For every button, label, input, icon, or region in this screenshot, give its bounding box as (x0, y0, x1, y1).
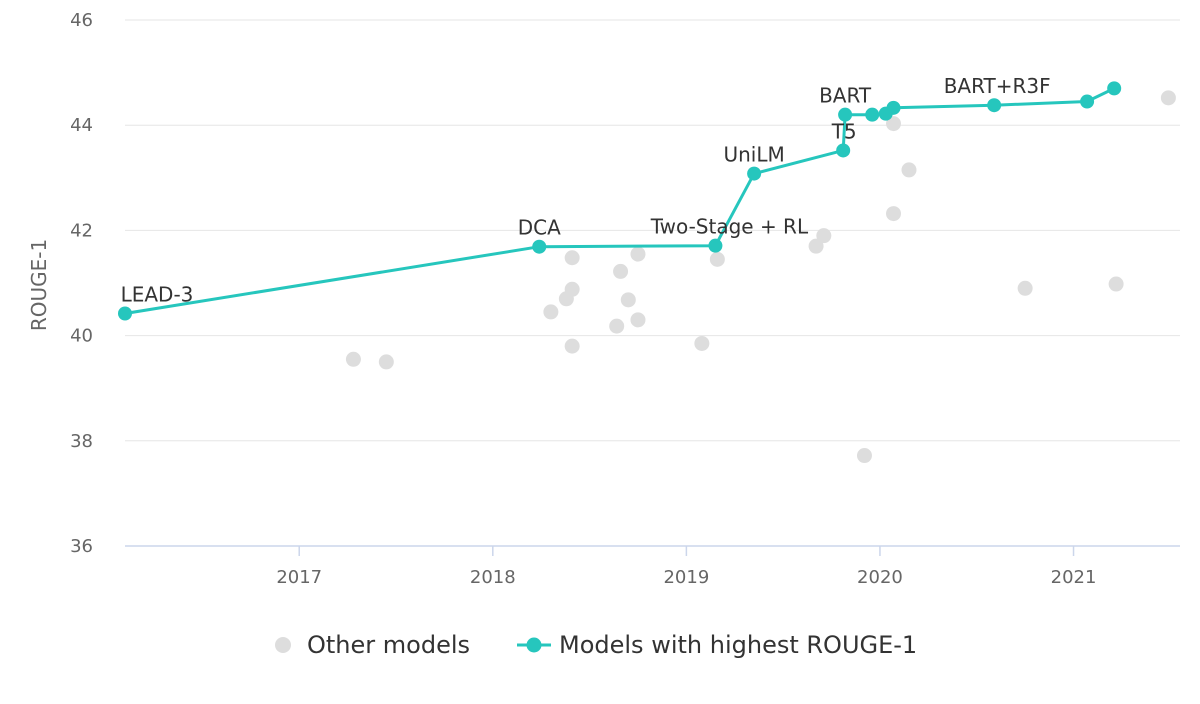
y-tick-label: 46 (70, 10, 93, 31)
other-model-point[interactable] (1017, 280, 1033, 296)
legend-label-other-models: Other models (307, 631, 470, 659)
best-model-point[interactable] (838, 107, 853, 122)
best-model-point[interactable] (532, 239, 547, 254)
best-model-point[interactable] (708, 238, 723, 253)
y-tick-label: 36 (70, 536, 93, 557)
point-label: BART (819, 84, 872, 108)
other-model-point[interactable] (1108, 276, 1124, 292)
other-model-point[interactable] (886, 206, 902, 222)
x-tick-label: 2021 (1051, 567, 1097, 588)
other-model-point[interactable] (856, 448, 872, 464)
other-model-point[interactable] (613, 263, 629, 279)
best-model-point[interactable] (987, 98, 1002, 113)
point-labels-layer: LEAD-3 DCA Two-Stage + RL UniLM T5 BART BART+R… (121, 74, 1051, 306)
other-model-point[interactable] (564, 250, 580, 266)
y-axis-title: ROUGE-1 (27, 239, 51, 331)
other-models-layer (345, 90, 1176, 464)
best-model-point[interactable] (886, 100, 901, 115)
other-model-point[interactable] (901, 162, 917, 178)
other-model-point[interactable] (1160, 90, 1176, 106)
other-model-point[interactable] (709, 251, 725, 267)
other-model-point[interactable] (886, 116, 902, 132)
best-model-point[interactable] (836, 143, 851, 158)
x-tick-label: 2019 (663, 567, 709, 588)
legend-marker-other-models (275, 637, 291, 653)
other-model-point[interactable] (564, 338, 580, 354)
other-model-point[interactable] (609, 318, 625, 334)
point-label: T5 (831, 119, 857, 143)
other-model-point[interactable] (808, 238, 824, 254)
axis-layer: 36 38 40 42 44 46 2017 2018 2019 2020 2021 (70, 10, 1180, 588)
legend-item-best-models[interactable]: Models with highest ROUGE-1 (517, 631, 917, 659)
other-model-point[interactable] (630, 246, 646, 262)
best-model-point[interactable] (1107, 81, 1122, 96)
best-model-point[interactable] (747, 166, 762, 181)
other-model-point[interactable] (378, 354, 394, 370)
legend-marker-best-models (526, 637, 542, 653)
grid-layer (125, 19, 1180, 442)
y-tick-label: 40 (70, 326, 93, 347)
legend[interactable]: Other models Models with highest ROUGE-1 (275, 631, 917, 659)
other-model-point[interactable] (694, 335, 710, 351)
y-tick-label: 44 (70, 115, 93, 136)
y-tick-label: 42 (70, 220, 93, 241)
best-model-point[interactable] (118, 306, 132, 321)
legend-label-best-models: Models with highest ROUGE-1 (559, 631, 917, 659)
point-label: LEAD-3 (121, 283, 194, 307)
point-label: UniLM (723, 143, 784, 167)
point-label: BART+R3F (944, 74, 1051, 98)
best-model-point[interactable] (865, 107, 880, 122)
legend-item-other-models[interactable]: Other models (275, 631, 470, 659)
other-model-point[interactable] (620, 292, 636, 308)
other-model-point[interactable] (345, 351, 361, 367)
other-model-point[interactable] (630, 312, 646, 328)
best-models-layer (118, 81, 1122, 321)
best-model-point[interactable] (1080, 94, 1095, 109)
point-label: Two-Stage + RL (650, 215, 809, 239)
x-tick-label: 2018 (470, 567, 516, 588)
other-model-point[interactable] (564, 281, 580, 297)
other-model-point[interactable] (816, 228, 832, 244)
x-tick-label: 2017 (276, 567, 322, 588)
best-models-line (124, 87, 1115, 315)
y-tick-label: 38 (70, 431, 93, 452)
x-tick-label: 2020 (857, 567, 903, 588)
other-model-point[interactable] (543, 304, 559, 320)
point-label: DCA (518, 216, 561, 240)
